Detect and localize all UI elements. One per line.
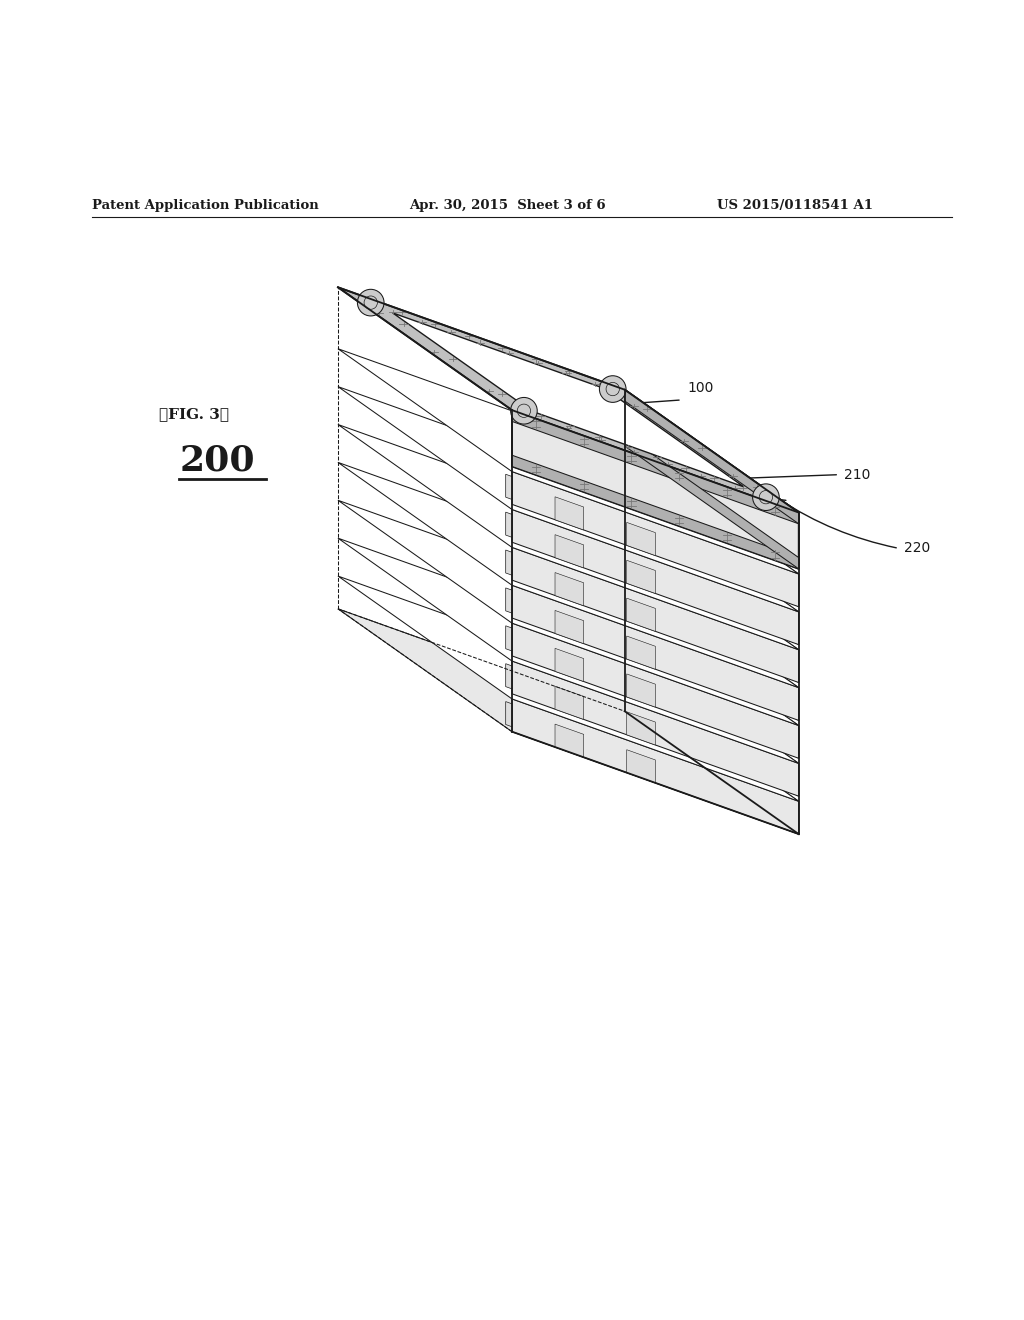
Polygon shape: [625, 488, 799, 644]
Text: 【FIG. 3】: 【FIG. 3】: [159, 408, 228, 421]
Polygon shape: [506, 664, 512, 689]
Circle shape: [357, 289, 384, 315]
Text: 100: 100: [687, 380, 714, 395]
Polygon shape: [338, 609, 799, 834]
Polygon shape: [625, 527, 799, 682]
Polygon shape: [506, 474, 512, 499]
Polygon shape: [512, 455, 799, 569]
Polygon shape: [506, 512, 512, 537]
Polygon shape: [338, 348, 799, 574]
Polygon shape: [555, 725, 584, 758]
Polygon shape: [625, 451, 799, 607]
Circle shape: [753, 484, 779, 511]
Polygon shape: [338, 500, 799, 726]
Polygon shape: [506, 550, 512, 576]
Polygon shape: [625, 565, 799, 721]
Polygon shape: [338, 387, 799, 612]
Polygon shape: [512, 510, 799, 644]
Text: US 2015/0118541 A1: US 2015/0118541 A1: [717, 199, 872, 211]
Polygon shape: [512, 661, 799, 796]
Polygon shape: [506, 626, 512, 651]
Polygon shape: [512, 411, 799, 524]
Polygon shape: [506, 701, 512, 727]
Polygon shape: [625, 389, 799, 569]
Polygon shape: [627, 636, 655, 669]
Polygon shape: [512, 698, 799, 834]
Polygon shape: [392, 313, 744, 487]
Polygon shape: [555, 610, 584, 644]
Polygon shape: [625, 434, 799, 569]
Polygon shape: [625, 640, 799, 796]
Polygon shape: [555, 496, 584, 529]
Circle shape: [599, 376, 626, 403]
Polygon shape: [555, 573, 584, 606]
Polygon shape: [338, 288, 799, 512]
Text: 220: 220: [904, 541, 931, 556]
Polygon shape: [338, 462, 799, 688]
Polygon shape: [625, 389, 799, 524]
Polygon shape: [555, 686, 584, 719]
Polygon shape: [627, 675, 655, 708]
Text: 200: 200: [179, 444, 255, 478]
Polygon shape: [627, 598, 655, 631]
Text: Patent Application Publication: Patent Application Publication: [92, 199, 318, 211]
Polygon shape: [627, 560, 655, 594]
Polygon shape: [627, 750, 655, 783]
Polygon shape: [338, 425, 799, 649]
Polygon shape: [625, 678, 799, 834]
Text: 210: 210: [844, 467, 870, 482]
Polygon shape: [625, 603, 799, 758]
Polygon shape: [512, 623, 799, 758]
Polygon shape: [627, 523, 655, 556]
Text: Apr. 30, 2015  Sheet 3 of 6: Apr. 30, 2015 Sheet 3 of 6: [410, 199, 606, 211]
Polygon shape: [512, 411, 799, 569]
Polygon shape: [506, 587, 512, 612]
Polygon shape: [512, 471, 799, 607]
Polygon shape: [555, 535, 584, 568]
Polygon shape: [338, 576, 799, 801]
Polygon shape: [512, 548, 799, 682]
Polygon shape: [627, 711, 655, 744]
Polygon shape: [555, 648, 584, 681]
Circle shape: [511, 397, 538, 424]
Polygon shape: [512, 585, 799, 721]
Polygon shape: [338, 539, 799, 763]
